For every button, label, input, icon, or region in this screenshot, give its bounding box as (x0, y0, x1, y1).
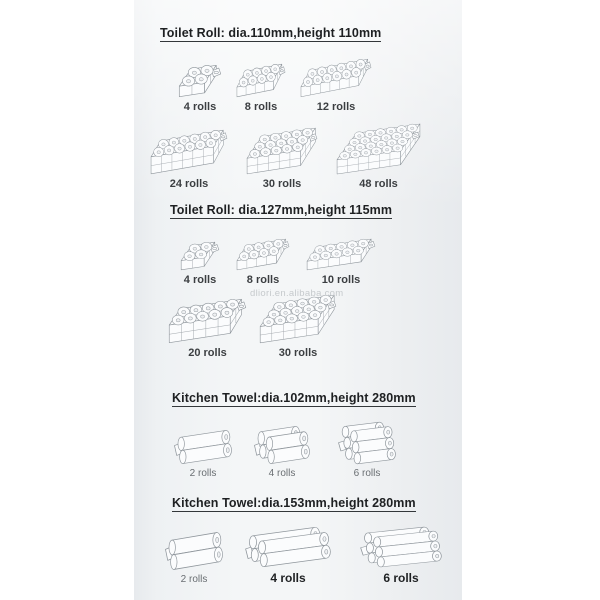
section-heading: Kitchen Towel:dia.102mm,height 280mm (172, 391, 416, 407)
pack-label: 30 rolls (262, 178, 302, 190)
pack-label: 4 rolls (183, 101, 217, 113)
pack-illustration-4-rolls (253, 425, 311, 465)
pack-label: 6 rolls (383, 571, 419, 585)
pack-label: 30 rolls (278, 347, 318, 359)
packs-row: 2 rolls 4 rolls 6 rolls (134, 421, 462, 479)
section-toilet-roll-110: Toilet Roll: dia.110mm,height 110mm 4 rol… (134, 24, 462, 190)
section-heading: Toilet Roll: dia.110mm,height 110mm (160, 26, 382, 42)
packs-row: 20 rolls 30 rolls (134, 294, 462, 359)
pack-illustration-4-rolls (244, 526, 332, 568)
pack-illustration-10-rolls (306, 238, 376, 271)
pack-label: 2 rolls (180, 574, 208, 585)
pack-label: 4 rolls (268, 468, 296, 479)
pack-illustration-8-rolls (236, 238, 290, 271)
pack-item: 4 rolls (178, 64, 222, 113)
section-heading: Toilet Roll: dia.127mm,height 115mm (170, 203, 393, 219)
pack-illustration-6-rolls (359, 526, 443, 568)
pack-label: 4 rolls (183, 274, 217, 286)
section-toilet-roll-127: Toilet Roll: dia.127mm,height 115mm 4 rol… (134, 201, 462, 359)
pack-item: 6 rolls (337, 421, 397, 479)
packs-row: 24 rolls 30 rolls 48 rolls (134, 123, 462, 190)
pack-item: 4 rolls (253, 425, 311, 479)
pack-label: 2 rolls (189, 468, 217, 479)
section-heading: Kitchen Towel:dia.153mm,height 280mm (172, 496, 416, 512)
pack-label: 12 rolls (316, 101, 356, 113)
pack-item: 2 rolls (164, 531, 224, 585)
packs-row: 4 rolls 8 rolls 12 rolls (134, 58, 462, 113)
pack-item: 8 rolls (236, 63, 286, 113)
pack-item: 4 rolls (244, 526, 332, 585)
pack-label: 24 rolls (169, 178, 209, 190)
pack-illustration-8-rolls (236, 63, 286, 98)
pack-illustration-2-rolls (173, 429, 233, 465)
pack-illustration-30-rolls (246, 127, 318, 175)
pack-label: 4 rolls (270, 571, 306, 585)
pack-illustration-2-rolls (164, 531, 224, 571)
pack-item: 12 rolls (300, 58, 372, 113)
packs-row: 4 rolls 8 rolls 10 rolls (134, 238, 462, 286)
product-sheet: dliori.en.alibaba.com Toilet Roll: dia.1… (134, 0, 462, 600)
pack-item: 6 rolls (359, 526, 443, 585)
pack-item: 4 rolls (180, 241, 220, 286)
pack-item: 24 rolls (150, 129, 228, 190)
pack-label: 10 rolls (321, 274, 361, 286)
pack-item: 2 rolls (173, 429, 233, 479)
pack-item: 8 rolls (236, 238, 290, 286)
pack-illustration-6-rolls (337, 421, 397, 465)
pack-item: 30 rolls (259, 294, 337, 359)
section-kitchen-towel-102: Kitchen Towel:dia.102mm,height 280mm 2 ro… (134, 389, 462, 479)
pack-item: 20 rolls (168, 298, 247, 359)
pack-illustration-24-rolls (150, 129, 228, 175)
pack-label: 8 rolls (244, 101, 278, 113)
pack-label: 8 rolls (246, 274, 280, 286)
pack-item: 10 rolls (306, 238, 376, 286)
pack-illustration-30-rolls (259, 294, 337, 344)
pack-illustration-20-rolls (168, 298, 247, 344)
section-kitchen-towel-153: Kitchen Towel:dia.153mm,height 280mm 2 ro… (134, 494, 462, 585)
pack-item: 30 rolls (246, 127, 318, 190)
packs-row: 2 rolls 4 rolls 6 rolls (134, 526, 462, 585)
pack-illustration-12-rolls (300, 58, 372, 98)
pack-label: 48 rolls (359, 178, 398, 190)
pack-illustration-4-rolls (178, 64, 222, 98)
pack-illustration-4-rolls (180, 241, 220, 271)
pack-label: 20 rolls (188, 347, 227, 359)
watermark: dliori.en.alibaba.com (250, 288, 344, 299)
pack-item: 48 rolls (336, 123, 421, 190)
pack-illustration-48-rolls (336, 123, 421, 175)
pack-label: 6 rolls (353, 468, 381, 479)
